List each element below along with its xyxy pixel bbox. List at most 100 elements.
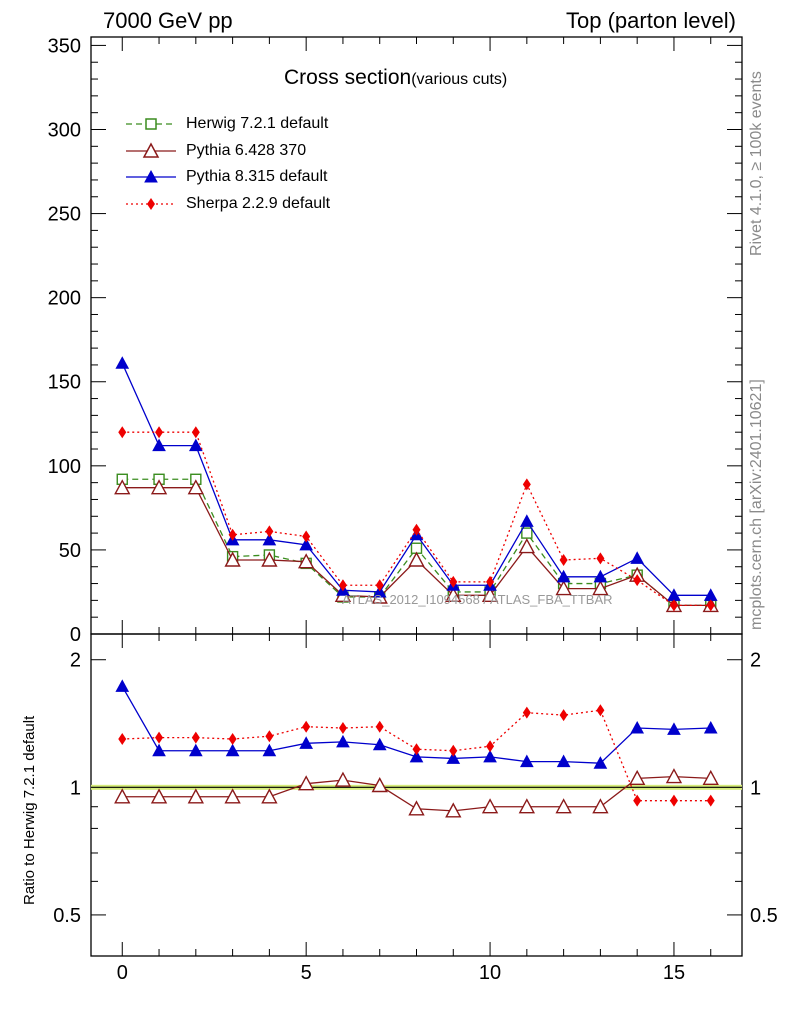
data-point <box>702 769 719 786</box>
data-point <box>445 586 462 603</box>
data-point <box>412 743 421 756</box>
data-point <box>629 769 646 786</box>
main-y-tick-label: 50 <box>59 540 81 562</box>
data-point <box>665 768 683 784</box>
header-process-label: Top (parton level) <box>566 8 736 33</box>
data-point <box>115 356 130 369</box>
rivet-version-label: Rivet 4.1.0, ≥ 100k events <box>748 71 765 256</box>
data-point <box>667 722 681 735</box>
data-point <box>706 794 715 807</box>
data-point <box>592 580 609 596</box>
ratio-axis-label: Ratio to Herwig 7.2.1 default <box>21 715 38 905</box>
data-point <box>302 720 311 733</box>
ratio-series-sherpa <box>118 704 715 807</box>
data-point <box>188 438 203 452</box>
legend-label-sherpa: Sherpa 2.2.9 default <box>186 194 331 212</box>
ratio-series-pythia8 <box>115 679 718 769</box>
x-tick-label: 5 <box>301 962 312 984</box>
data-point <box>486 575 495 588</box>
data-point <box>555 580 572 596</box>
data-point <box>559 709 568 722</box>
data-point <box>297 775 315 791</box>
data-point <box>445 802 462 818</box>
data-point <box>152 438 166 452</box>
main-y-axis-ticks: 0 50 100 150 200 250 300 350 <box>48 35 742 646</box>
data-point <box>115 679 130 692</box>
main-y-tick-label: 350 <box>48 35 81 57</box>
data-point <box>299 537 314 551</box>
data-point <box>630 551 645 564</box>
data-point <box>518 538 536 554</box>
analysis-watermark: ATLAS_2012_I1094568 / ATLAS_FBA_TTBAR <box>342 592 613 607</box>
data-point <box>114 788 131 804</box>
data-point <box>225 743 240 757</box>
data-point <box>556 569 571 583</box>
data-point <box>372 584 387 598</box>
ratio-y-tick-label: 1 <box>70 777 81 799</box>
data-point <box>265 525 274 538</box>
legend-marker-open-square-icon <box>126 118 176 130</box>
data-point <box>409 749 424 763</box>
data-point <box>262 743 277 757</box>
main-y-tick-label: 150 <box>48 372 81 394</box>
data-point <box>372 737 387 751</box>
main-y-tick-label: 300 <box>48 119 81 141</box>
data-point <box>150 788 168 804</box>
data-point <box>592 798 609 814</box>
data-point <box>118 426 127 439</box>
data-point <box>633 574 642 587</box>
data-point <box>191 426 200 439</box>
data-point <box>187 788 204 804</box>
data-point <box>593 569 608 583</box>
legend: Herwig 7.2.1 default Pythia 6.428 370 Py… <box>122 111 330 217</box>
main-y-tick-label: 250 <box>48 204 81 226</box>
legend-entry-sherpa: Sherpa 2.2.9 default <box>122 191 330 218</box>
x-axis-ticks: 0 5 10 15 <box>117 37 712 984</box>
legend-marker-filled-diamond-icon <box>126 197 176 210</box>
data-point <box>669 599 678 612</box>
data-point <box>114 479 131 495</box>
data-point <box>187 479 204 495</box>
x-tick-label: 0 <box>117 962 128 984</box>
data-point <box>228 733 237 746</box>
data-point <box>188 743 203 757</box>
data-point <box>633 794 642 807</box>
legend-entry-pythia8: Pythia 8.315 default <box>122 164 330 191</box>
main-y-tick-label: 200 <box>48 288 81 310</box>
data-point <box>338 579 347 592</box>
ratio-y-tick-label-right: 2 <box>750 650 761 672</box>
main-series-sherpa <box>118 426 715 612</box>
data-point <box>155 731 164 744</box>
data-point <box>630 720 645 734</box>
data-point <box>408 800 425 816</box>
data-point <box>152 743 166 757</box>
data-point <box>228 528 237 541</box>
ratio-y-tick-label-right: 1 <box>750 777 761 799</box>
chart-title: Cross section(various cuts) <box>284 66 507 90</box>
data-point <box>375 579 384 592</box>
data-point <box>703 720 718 734</box>
data-point <box>555 798 572 814</box>
ratio-y-tick-label-right: 0.5 <box>750 905 778 927</box>
data-point <box>593 756 608 769</box>
data-point <box>521 527 533 539</box>
data-point <box>596 704 605 717</box>
data-point <box>706 599 715 612</box>
chart-title-main: Cross section <box>284 66 412 89</box>
data-point <box>150 479 168 495</box>
ratio-series-pythia6 <box>114 768 719 818</box>
chart-subtitle: (various cuts) <box>411 71 508 88</box>
data-point <box>486 740 495 753</box>
data-point <box>559 554 568 567</box>
data-point <box>334 771 352 787</box>
series-line <box>122 478 711 607</box>
data-point <box>375 720 384 733</box>
data-point <box>338 722 347 735</box>
mcplots-source-label: mcplots.cern.ch [arXiv:2401.10621] <box>748 379 765 630</box>
main-series-herwig <box>116 473 717 612</box>
legend-label-herwig: Herwig 7.2.1 default <box>186 115 329 133</box>
legend-label-pythia8: Pythia 8.315 default <box>186 168 328 186</box>
legend-entry-herwig: Herwig 7.2.1 default <box>122 111 330 138</box>
data-point <box>519 514 534 527</box>
